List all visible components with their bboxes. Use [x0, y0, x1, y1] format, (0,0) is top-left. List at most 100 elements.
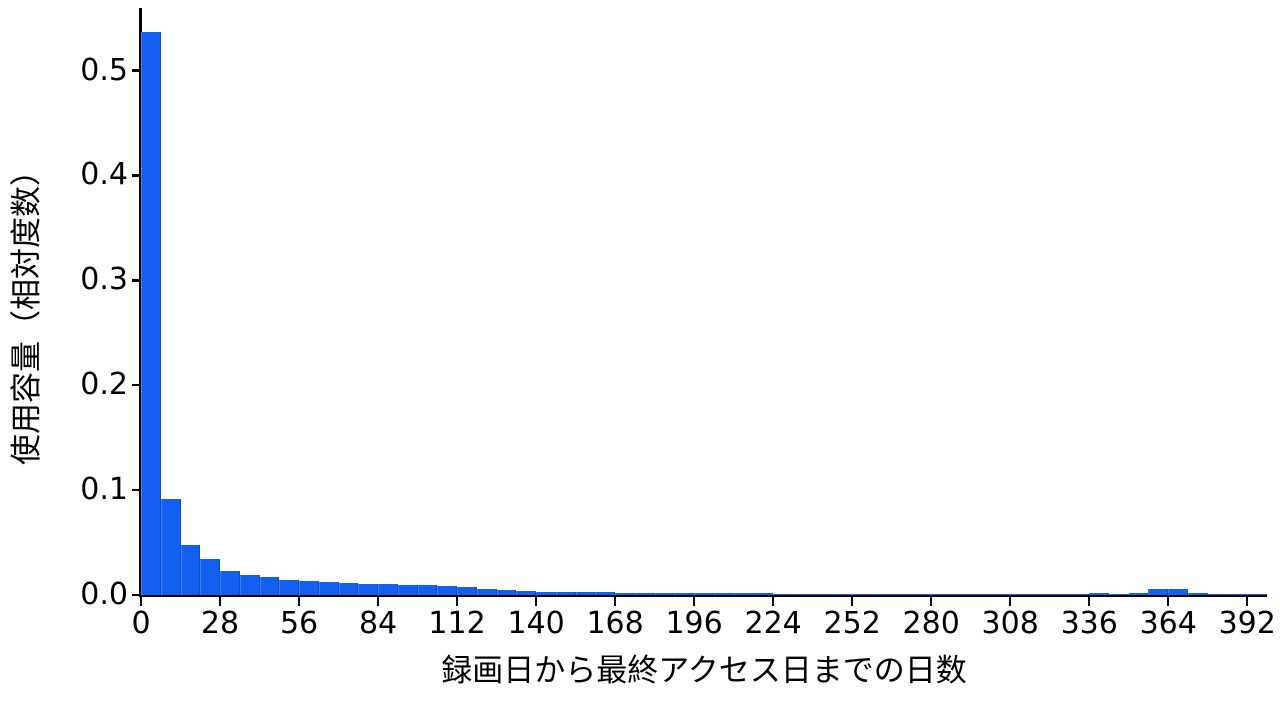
histogram-bar [674, 593, 695, 595]
histogram-bar [654, 592, 675, 595]
x-axis-tick-labels: 0 28 56 84 112 140 168 196 224 252 280 308 336 364 392 [0, 608, 1280, 648]
histogram-bar [338, 582, 359, 595]
x-axis-tick-mark [534, 596, 538, 606]
histogram-bar [220, 570, 240, 595]
histogram-bar [397, 584, 418, 595]
x-axis-title: 録画日から最終アクセス日までの日数 [441, 653, 967, 689]
histogram-bar [1168, 588, 1188, 595]
y-axis-tick-mark [132, 174, 141, 177]
histogram-bar [1207, 593, 1228, 595]
x-axis-tick-mark [218, 596, 222, 606]
histogram-bar [180, 544, 201, 595]
histogram-bar [753, 593, 774, 595]
histogram-bar [279, 579, 300, 595]
histogram-bar [200, 559, 220, 595]
histogram-bar [990, 593, 1011, 595]
y-axis-tick-mark [132, 279, 141, 282]
x-axis-tick-label: 336 [1060, 606, 1118, 641]
histogram-bar [437, 586, 458, 595]
histogram-bar [1010, 593, 1030, 595]
x-axis-tick-mark [455, 596, 459, 606]
histogram-bar [950, 593, 971, 595]
x-axis-tick-label: 392 [1218, 606, 1276, 641]
x-axis-spine [139, 594, 1267, 597]
plot-area [141, 8, 1267, 595]
histogram-bar [1049, 593, 1070, 595]
y-axis-spine [139, 8, 142, 597]
histogram-bar [536, 591, 556, 595]
histogram-bar [141, 31, 161, 595]
histogram-bar [615, 592, 635, 595]
histogram-bar [1187, 593, 1208, 595]
x-axis-tick-mark [297, 596, 301, 606]
histogram-bar [496, 589, 517, 595]
histogram-bar [1148, 588, 1169, 595]
y-axis-tick-labels: 0.0 0.1 0.2 0.3 0.4 0.5 [44, 0, 128, 720]
y-axis-tick-mark [132, 69, 141, 72]
x-axis-tick-label: 252 [823, 606, 881, 641]
x-axis-tick-mark [139, 596, 143, 606]
histogram-bar [1089, 593, 1109, 595]
x-axis-tick-label: 84 [358, 606, 398, 641]
x-axis-tick-mark [1245, 596, 1249, 606]
histogram-bar [259, 576, 280, 595]
x-axis-tick-label: 168 [586, 606, 644, 641]
y-axis-tick-mark [132, 383, 141, 387]
y-axis-tick-mark [132, 488, 141, 492]
histogram-bar [773, 593, 793, 595]
histogram-bar [555, 592, 576, 595]
x-axis-tick-label: 280 [902, 606, 960, 641]
histogram-bar [911, 593, 932, 595]
y-axis-tick-label: 0.0 [80, 577, 128, 612]
histogram-bar [595, 592, 616, 595]
x-axis-tick-label: 112 [428, 606, 486, 641]
histogram-bar [634, 592, 655, 595]
histogram-bar [318, 581, 339, 595]
histogram-bar [476, 588, 497, 595]
histogram-bar [970, 593, 991, 595]
histogram-bar [575, 592, 596, 595]
histogram-bar [832, 593, 853, 595]
histogram-bar [792, 593, 813, 595]
x-axis-tick-label: 140 [507, 606, 565, 641]
histogram-bar [516, 591, 537, 595]
y-axis-tick-mark [132, 593, 141, 597]
histogram-bar [852, 593, 872, 595]
x-axis-tick-marks [0, 596, 1280, 608]
histogram-bar [417, 585, 438, 595]
histogram-bar [239, 574, 260, 595]
histogram-bar [1128, 593, 1149, 595]
histogram-bar [871, 593, 892, 595]
x-axis-tick-label: 364 [1139, 606, 1197, 641]
histogram-bar [812, 593, 833, 595]
x-axis-tick-label: 196 [665, 606, 723, 641]
x-axis-tick-mark [692, 596, 696, 606]
x-axis-tick-label: 28 [200, 606, 240, 641]
histogram-bar [1029, 593, 1050, 595]
x-axis-tick-mark [771, 596, 775, 606]
histogram-bar [1247, 593, 1267, 595]
y-axis-tick-marks [132, 0, 142, 720]
y-axis-tick-label: 0.4 [80, 157, 128, 193]
histogram-bar [1108, 593, 1129, 595]
x-axis-tick-mark [1087, 596, 1091, 606]
y-axis-tick-label: 0.3 [80, 262, 128, 298]
histogram-bar [358, 584, 379, 595]
histogram-bar [457, 587, 477, 595]
x-axis-tick-label: 0 [131, 606, 151, 641]
x-axis-tick-label: 56 [279, 606, 319, 641]
y-axis-tick-label: 0.5 [80, 52, 128, 88]
histogram-bar [713, 593, 734, 595]
histogram-bar [1069, 593, 1090, 595]
histogram-bar [299, 580, 319, 595]
histogram-bar [733, 593, 754, 595]
x-axis-tick-mark [929, 596, 933, 606]
y-axis-tick-label: 0.1 [80, 472, 128, 508]
x-axis-tick-label: 224 [744, 606, 802, 641]
histogram-bar [891, 593, 912, 595]
x-axis-tick-label: 308 [981, 606, 1039, 641]
x-axis-tick-mark [376, 596, 380, 606]
x-axis-tick-mark [1166, 596, 1170, 606]
histogram-bar [1227, 593, 1248, 595]
